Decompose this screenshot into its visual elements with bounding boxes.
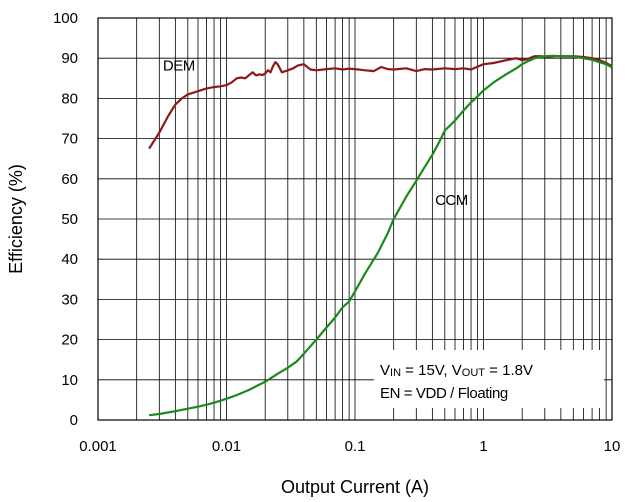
x-tick-label: 10 (604, 438, 621, 455)
vout-value: = 1.8V (485, 362, 533, 379)
y-tick-label: 90 (61, 50, 78, 67)
y-tick-label: 50 (61, 211, 78, 228)
y-tick-label: 40 (61, 251, 78, 268)
conditions-box-background (374, 350, 604, 408)
x-tick-label: 1 (479, 438, 487, 455)
y-axis-title: Efficiency (%) (6, 164, 26, 274)
dem-series-label: DEM (163, 57, 195, 74)
vin-value: = 15V, (401, 362, 452, 379)
y-axis-ticks: 0 10 20 30 40 50 60 70 80 90 100 (53, 10, 78, 429)
y-tick-label: 30 (61, 291, 78, 308)
x-tick-label: 0.01 (212, 438, 241, 455)
y-tick-label: 80 (61, 90, 78, 107)
x-axis-ticks: 0.001 0.01 0.1 1 10 (79, 438, 620, 455)
y-tick-label: 100 (53, 10, 78, 27)
x-tick-label: 0.1 (345, 438, 366, 455)
series-line-ccm (148, 54, 613, 417)
series-lines (148, 54, 613, 417)
vout-subscript: OUT (462, 367, 486, 379)
series-line-dem (148, 55, 613, 150)
y-tick-label: 70 (61, 131, 78, 148)
x-tick-label: 0.001 (79, 438, 117, 455)
vin-subscript: IN (390, 367, 401, 379)
plot-frame (97, 17, 613, 421)
y-tick-label: 0 (70, 412, 78, 429)
ccm-series-label: CCM (435, 192, 468, 209)
vin-symbol: V (380, 362, 390, 379)
x-axis-title: Output Current (A) (281, 477, 429, 497)
y-tick-label: 60 (61, 171, 78, 188)
conditions-line-2: EN = VDD / Floating (380, 385, 508, 402)
vout-symbol: V (452, 362, 462, 379)
conditions-line-1: VIN = 15V, VOUT = 1.8V (380, 362, 533, 379)
y-tick-label: 10 (61, 372, 78, 389)
y-tick-label: 20 (61, 332, 78, 349)
